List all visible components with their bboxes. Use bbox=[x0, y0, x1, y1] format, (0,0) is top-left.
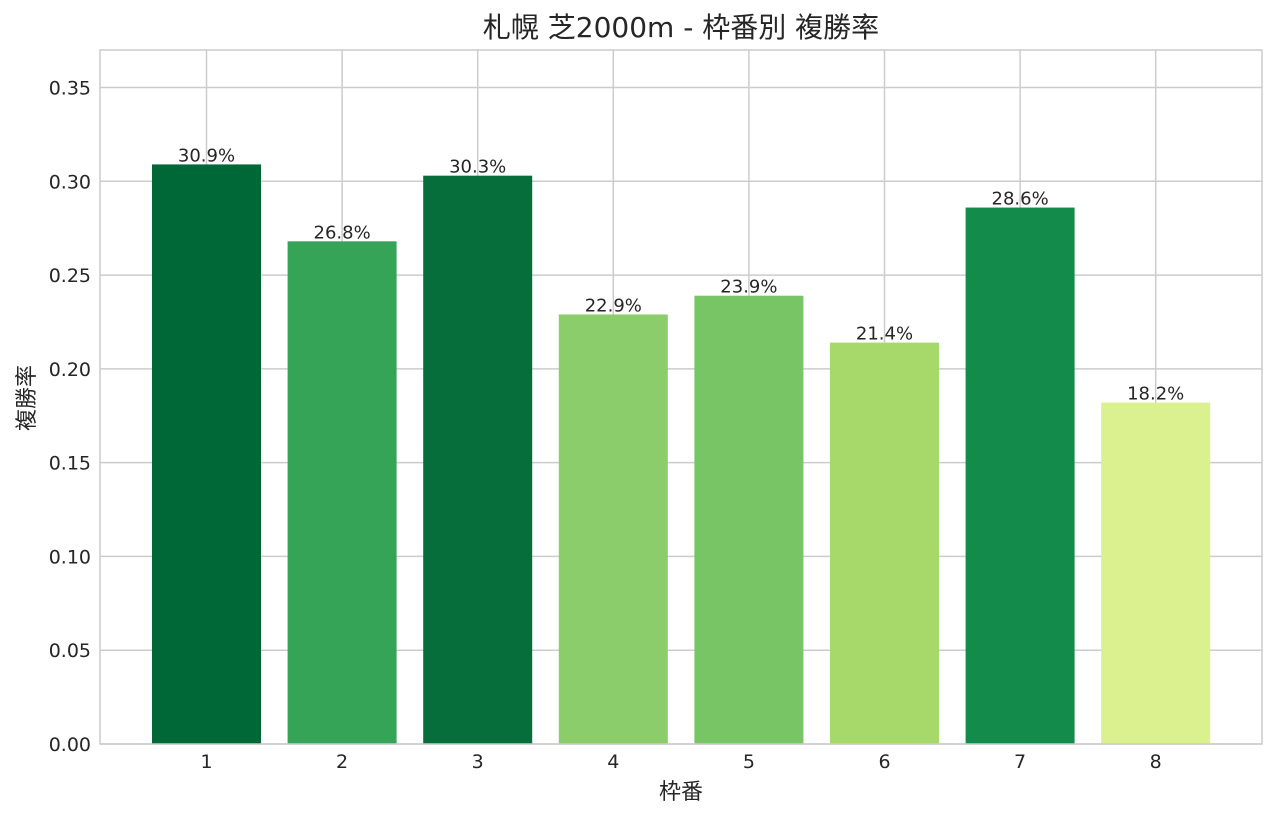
bar-value-label: 28.6% bbox=[992, 189, 1049, 210]
x-tick-label: 1 bbox=[200, 751, 212, 773]
bar-value-label: 22.9% bbox=[585, 295, 642, 316]
y-tick-label: 0.25 bbox=[49, 265, 91, 287]
y-axis-ticks: 0.00 0.05 0.10 0.15 0.20 0.25 0.30 0.35 bbox=[49, 78, 91, 756]
bar-value-label: 18.2% bbox=[1127, 384, 1184, 405]
bar-8 bbox=[1101, 402, 1211, 744]
y-tick-label: 0.35 bbox=[49, 78, 91, 100]
x-axis-ticks: 1 2 3 4 5 6 7 8 bbox=[200, 751, 1161, 773]
x-tick-label: 2 bbox=[336, 751, 348, 773]
y-tick-label: 0.15 bbox=[49, 453, 91, 475]
x-tick-label: 5 bbox=[743, 751, 755, 773]
bars-layer bbox=[152, 164, 1211, 745]
x-axis-title: 枠番 bbox=[659, 780, 703, 805]
x-tick-label: 7 bbox=[1014, 751, 1026, 773]
bar-value-label: 30.3% bbox=[449, 157, 506, 178]
plot-frame bbox=[99, 49, 1263, 745]
x-tick-label: 8 bbox=[1150, 751, 1162, 773]
y-tick-label: 0.00 bbox=[49, 734, 91, 756]
grid-layer bbox=[100, 50, 1262, 745]
bar-1 bbox=[152, 164, 261, 745]
bar-7 bbox=[965, 207, 1075, 744]
x-tick-label: 3 bbox=[472, 751, 484, 773]
bar-value-label: 26.8% bbox=[314, 222, 371, 243]
bar-value-label: 21.4% bbox=[856, 324, 913, 345]
bar-value-labels: 30.9% 26.8% 30.3% 22.9% 23.9% 21.4% 28.6% 18.2% bbox=[178, 145, 1184, 404]
bar-5 bbox=[694, 295, 804, 744]
chart-title: 札幌 芝2000m - 枠番別 複勝率 bbox=[483, 11, 879, 44]
y-tick-label: 0.20 bbox=[49, 359, 91, 381]
y-tick-label: 0.05 bbox=[49, 640, 91, 662]
x-tick-label: 6 bbox=[878, 751, 890, 773]
bar-value-label: 30.9% bbox=[178, 145, 235, 166]
x-tick-label: 4 bbox=[607, 751, 619, 773]
bar-value-label: 23.9% bbox=[720, 277, 777, 298]
y-axis-title: 複勝率 bbox=[15, 365, 40, 431]
y-tick-label: 0.10 bbox=[49, 546, 91, 568]
y-tick-label: 0.30 bbox=[49, 171, 91, 193]
bar-4 bbox=[558, 314, 668, 744]
bar-3 bbox=[423, 175, 533, 744]
bar-2 bbox=[287, 241, 397, 745]
bar-6 bbox=[830, 342, 939, 744]
